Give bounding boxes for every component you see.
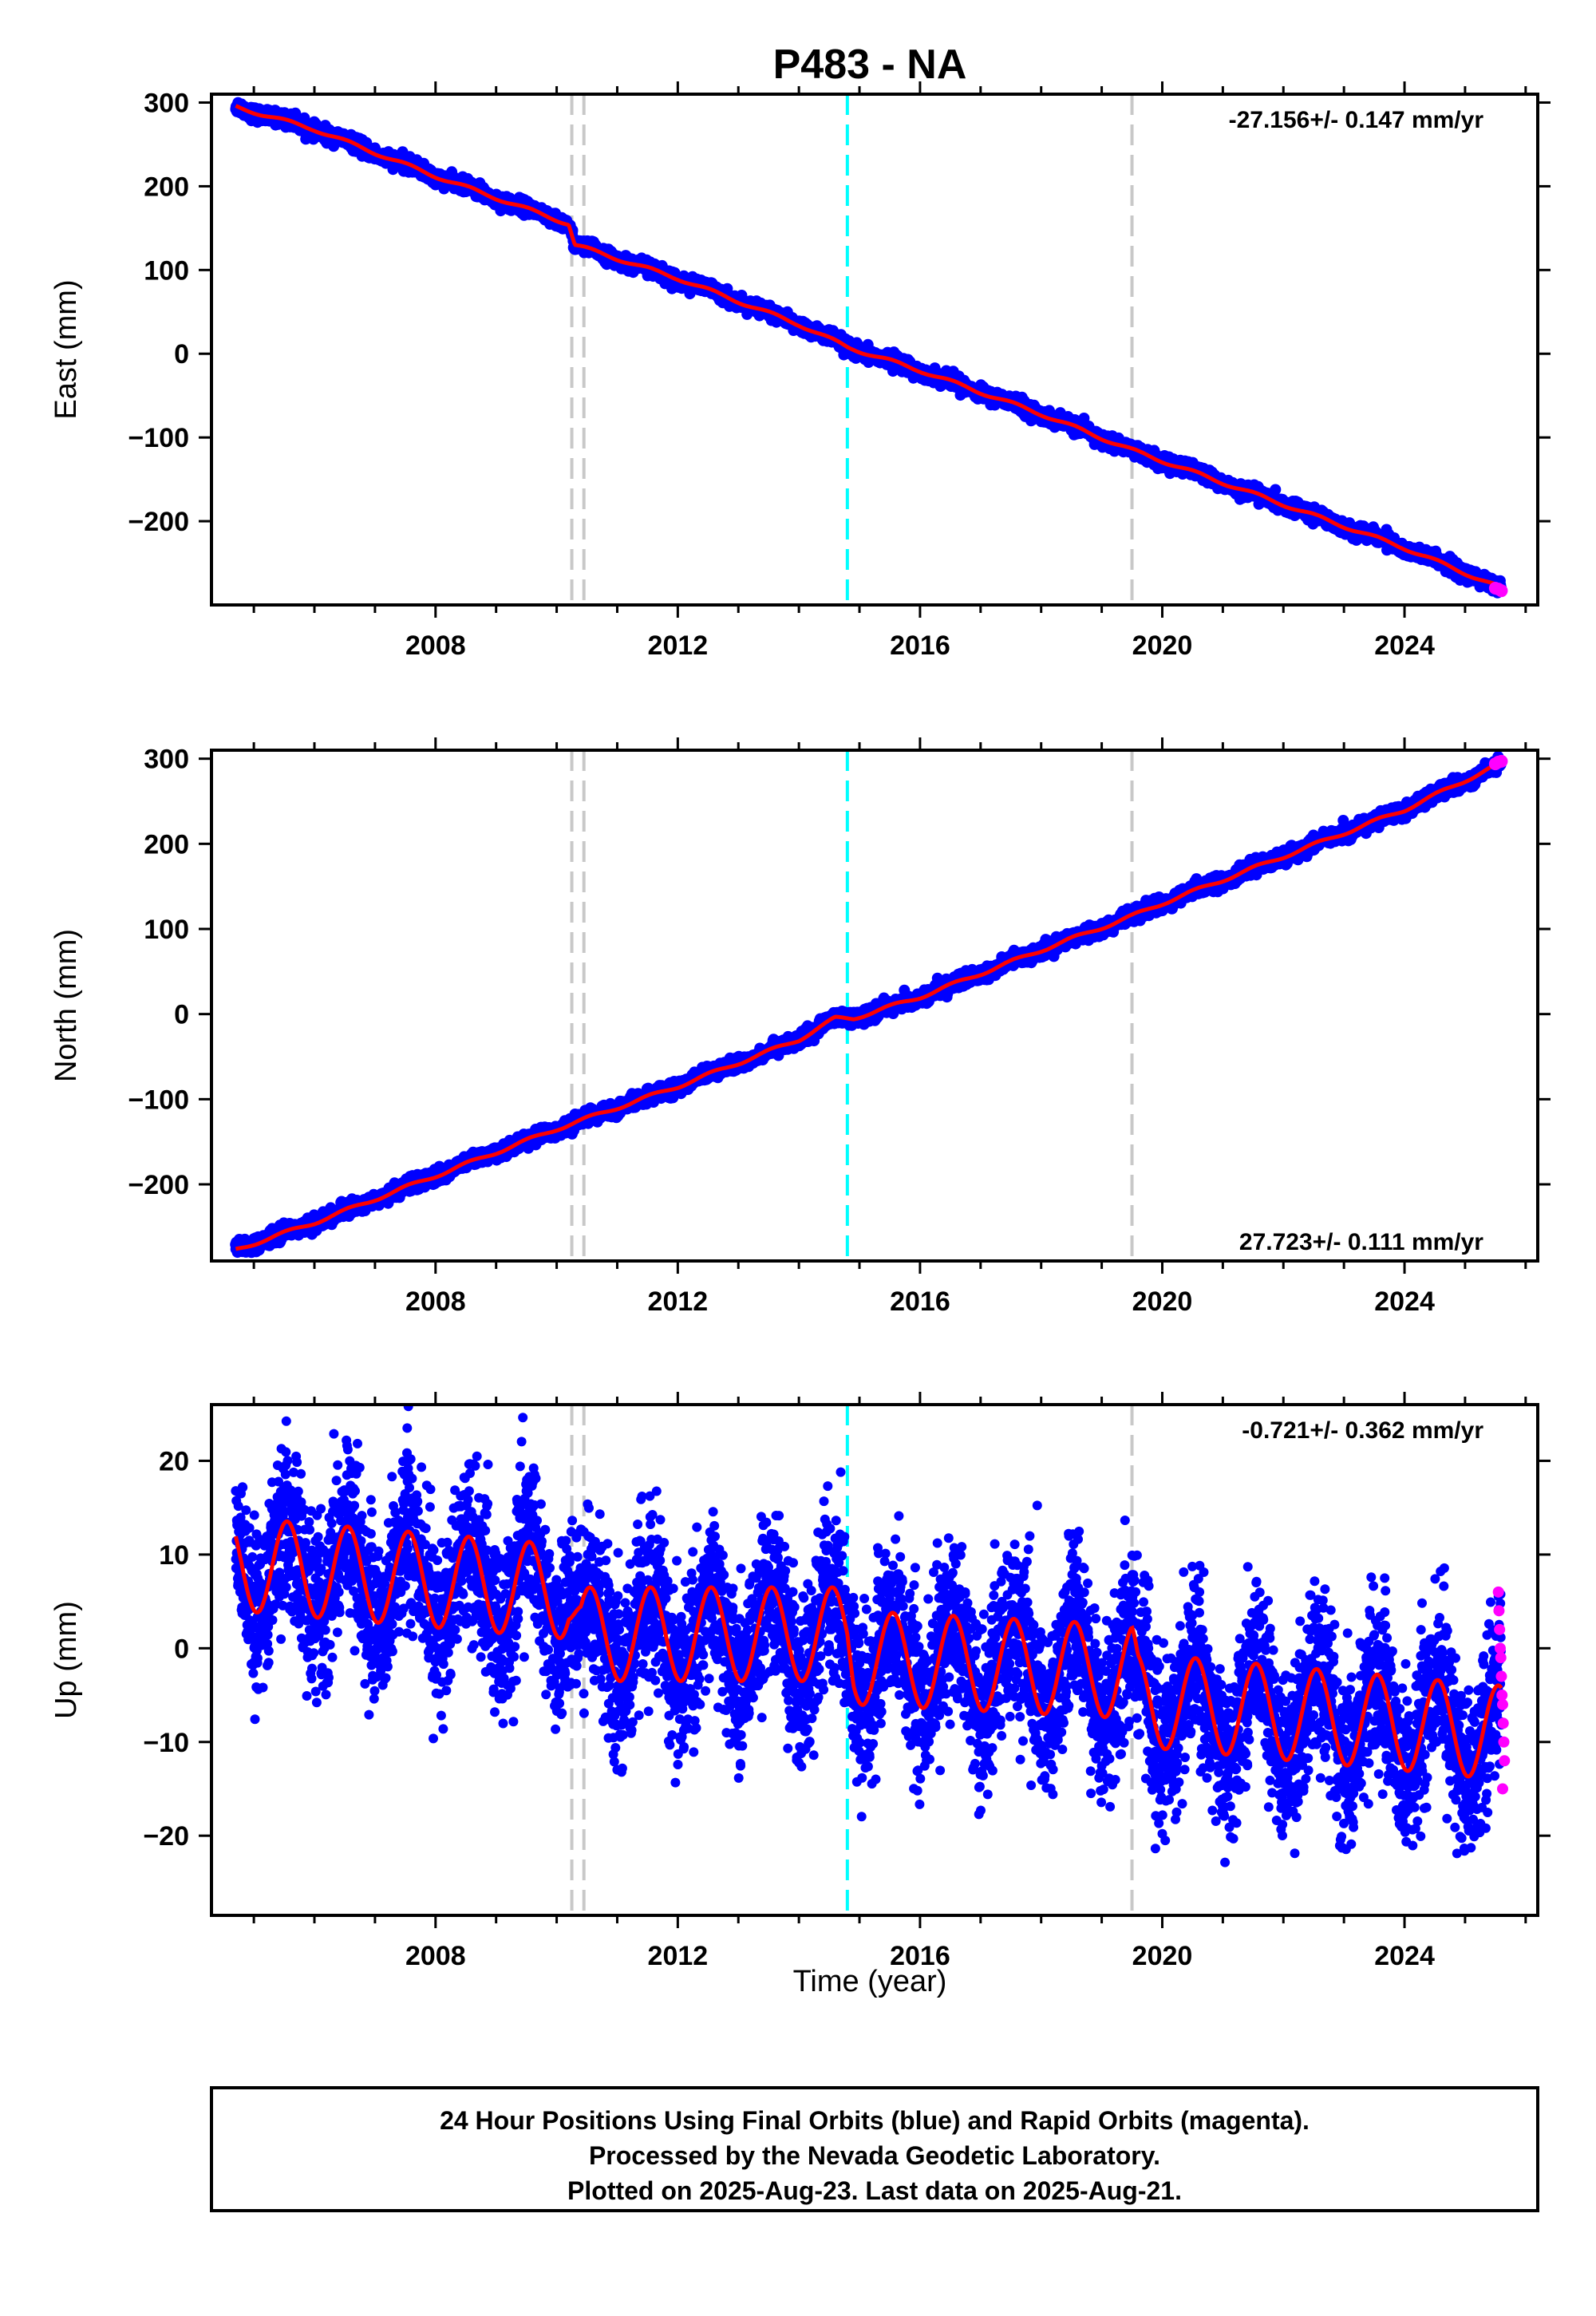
data-point (1270, 484, 1282, 496)
east-rate-label: -27.156+/- 0.147 mm/yr (1229, 107, 1484, 133)
x-tick-label: 2012 (648, 630, 709, 661)
rapid-data-point (1495, 584, 1508, 598)
y-tick-label: 100 (144, 255, 189, 286)
y-tick-label: 200 (144, 172, 189, 202)
x-tick-label: 2016 (890, 630, 950, 661)
east-panel: 2008 2012 2016 2020 2024 −200 −100 0 100 200 300 Ea… (49, 81, 1551, 661)
x-tick-label: 2024 (1374, 630, 1435, 661)
east-rapid-orbit-points (1488, 582, 1508, 598)
y-tick-label: 300 (144, 88, 189, 118)
x-tick-label: 2008 (405, 630, 466, 661)
y-tick-label: −100 (128, 423, 189, 453)
y-tick-label: 0 (174, 339, 189, 370)
figure-title: P483 - NA (773, 41, 967, 88)
north-plot-area (230, 750, 1508, 1261)
east-plot-area (230, 94, 1508, 605)
north-panel: 2008 2012 2016 2020 2024−200−1000100200300No… (49, 737, 1551, 1317)
x-tick-label: 2020 (1132, 630, 1193, 661)
east-panel-frame (210, 93, 1539, 607)
east-model-line (235, 104, 1503, 589)
east-y-axis-label: East (mm) (49, 279, 83, 419)
y-tick-label: −200 (128, 507, 189, 537)
